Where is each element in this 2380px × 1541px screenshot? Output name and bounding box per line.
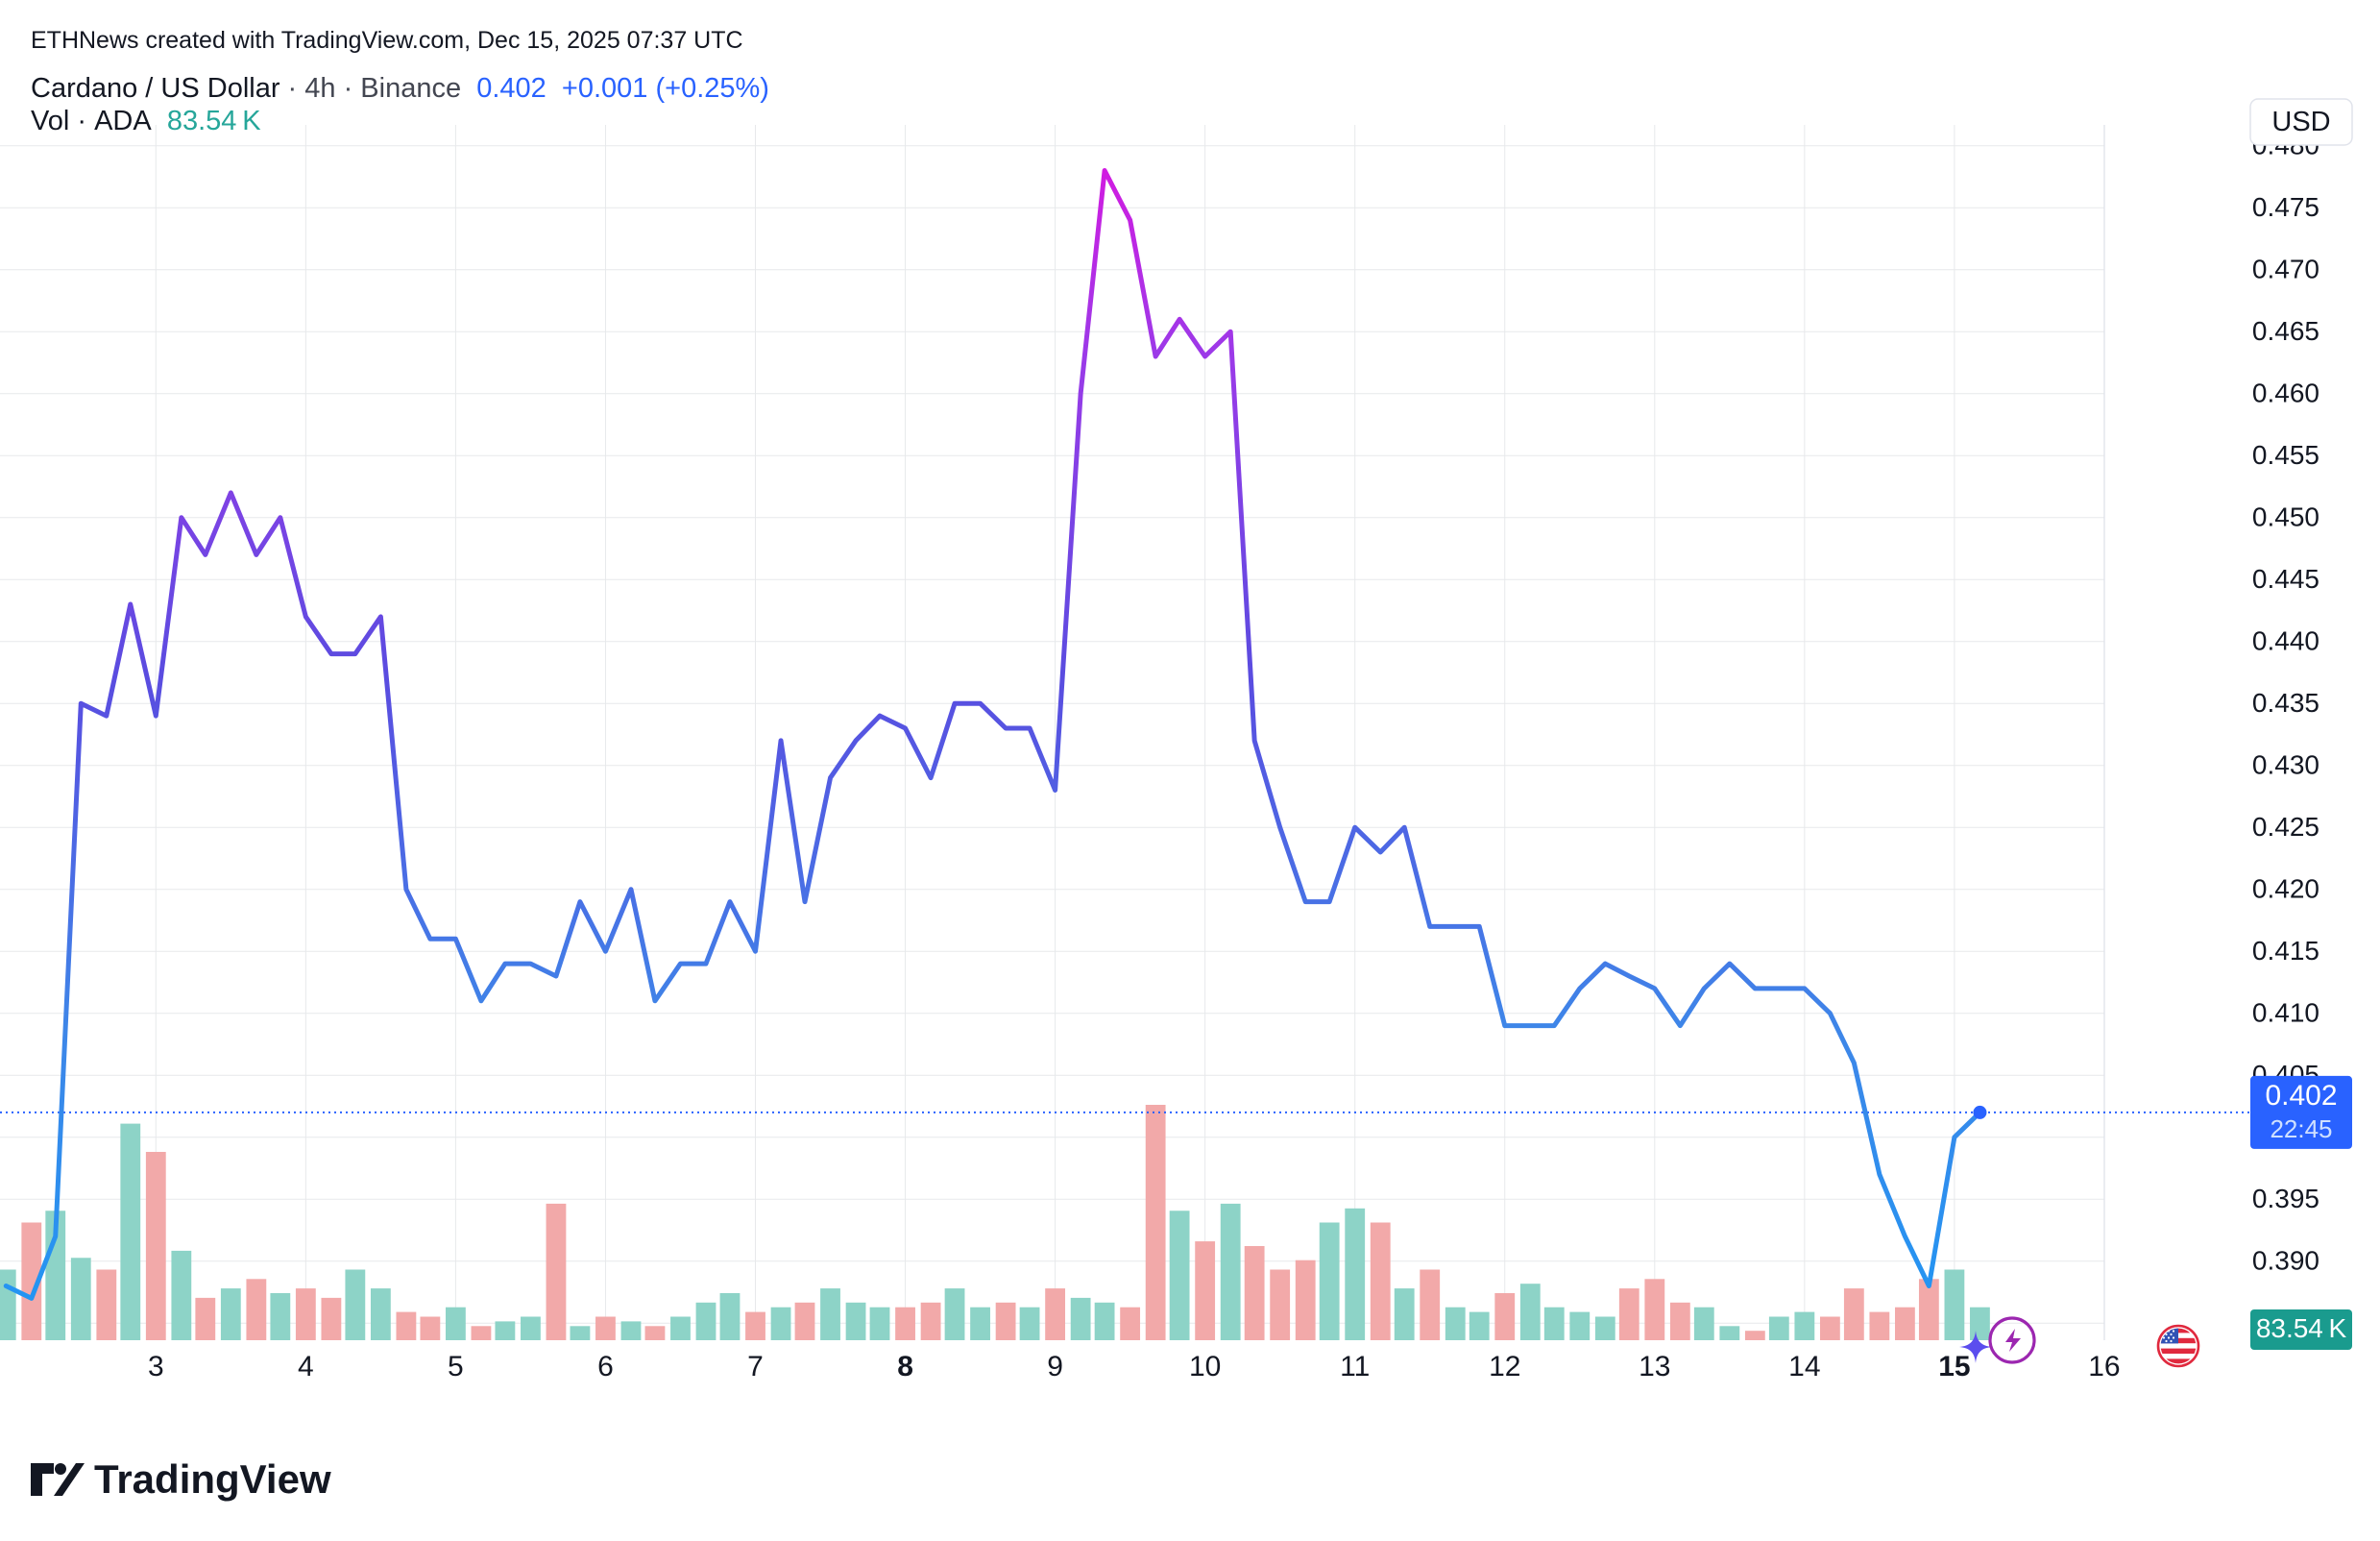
svg-text:0.402: 0.402 [2265,1080,2337,1112]
svg-text:16: 16 [2088,1351,2120,1382]
svg-text:11: 11 [1340,1351,1370,1382]
svg-text:22:45: 22:45 [2270,1114,2332,1143]
svg-text:4: 4 [298,1351,314,1382]
svg-text:0.395: 0.395 [2252,1184,2319,1213]
svg-text:5: 5 [448,1351,464,1382]
svg-text:10: 10 [1189,1351,1221,1382]
svg-text:0.425: 0.425 [2252,812,2319,842]
svg-text:USD: USD [2271,107,2330,137]
svg-text:3: 3 [148,1351,164,1382]
svg-text:6: 6 [597,1351,614,1382]
svg-text:0.410: 0.410 [2252,998,2319,1028]
svg-text:0.445: 0.445 [2252,564,2319,594]
svg-text:0.435: 0.435 [2252,688,2319,718]
svg-text:0.415: 0.415 [2252,936,2319,966]
svg-text:14: 14 [1788,1351,1820,1382]
svg-text:15: 15 [1938,1351,1970,1382]
svg-text:13: 13 [1639,1351,1670,1382]
svg-text:0.450: 0.450 [2252,502,2319,532]
svg-text:0.470: 0.470 [2252,255,2319,284]
svg-text:0.390: 0.390 [2252,1246,2319,1276]
svg-text:0.460: 0.460 [2252,379,2319,408]
svg-text:0.440: 0.440 [2252,626,2319,656]
svg-text:0.455: 0.455 [2252,440,2319,470]
svg-text:7: 7 [747,1351,764,1382]
svg-text:9: 9 [1047,1351,1063,1382]
svg-text:0.420: 0.420 [2252,874,2319,904]
svg-text:0.430: 0.430 [2252,750,2319,780]
svg-text:8: 8 [897,1351,913,1382]
svg-text:12: 12 [1489,1351,1520,1382]
svg-text:0.465: 0.465 [2252,316,2319,346]
svg-text:0.475: 0.475 [2252,192,2319,222]
svg-text:83.54 K: 83.54 K [2256,1313,2347,1343]
